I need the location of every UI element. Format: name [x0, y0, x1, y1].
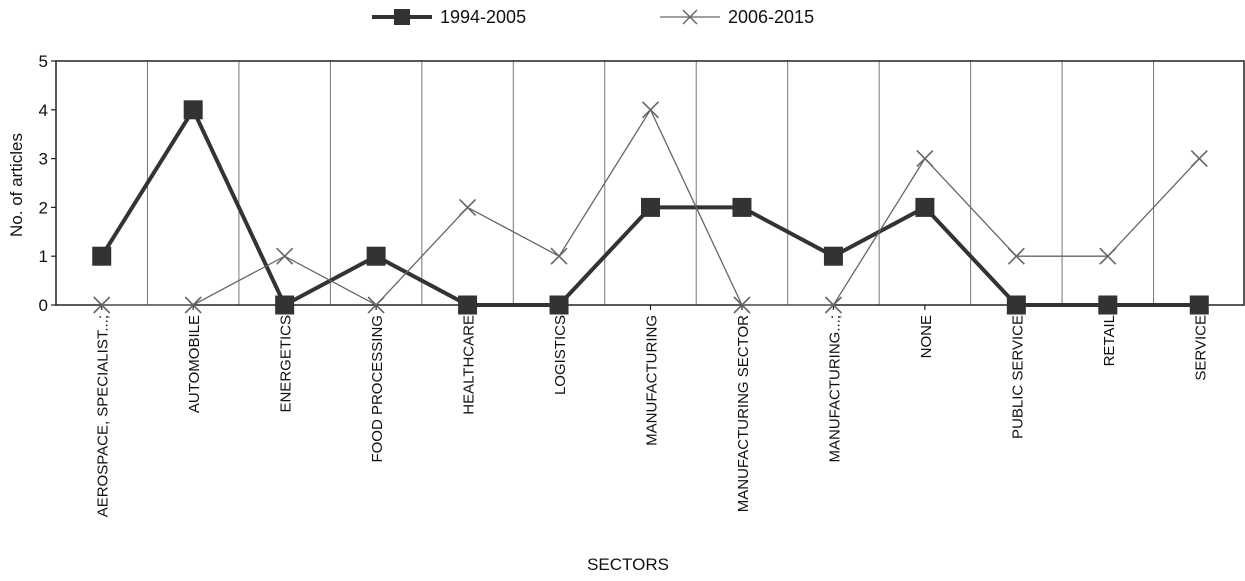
legend-marker: [394, 9, 410, 25]
y-tick-label: 4: [39, 101, 48, 120]
data-point: [1099, 247, 1117, 265]
data-point: [93, 296, 111, 314]
data-point: [1006, 295, 1026, 315]
data-point: [641, 101, 660, 119]
marker-stroke: [93, 296, 111, 314]
data-point: [1098, 295, 1118, 315]
legend-label: 1994-2005: [440, 7, 526, 27]
x-tick-label: AEROSPACE, SPECIALIST...;: [95, 315, 112, 517]
data-point: [366, 246, 386, 266]
series-group: [92, 100, 1209, 315]
legend: 1994-2005 2006-2015: [372, 7, 814, 27]
y-tick-label: 1: [39, 247, 48, 266]
marker-stroke: [367, 296, 385, 314]
data-point: [549, 295, 569, 315]
x-tick-label: ENERGETICS: [278, 315, 295, 413]
data-point: [732, 197, 752, 217]
marker-stroke: [276, 247, 294, 265]
x-tick-label: MANUFACTURING SECTOR: [735, 315, 752, 512]
x-tick-label: SERVICE: [1192, 315, 1209, 381]
data-point: [733, 296, 751, 314]
legend-label: 2006-2015: [728, 7, 814, 27]
grid-lines: [146, 61, 1155, 305]
x-tick-label: FOOD PROCESSING: [369, 315, 386, 463]
marker-stroke: [550, 247, 568, 265]
marker-stroke: [1099, 247, 1117, 265]
marker-stroke: [459, 198, 477, 216]
x-tick-label: MANUFACTURING...;: [826, 315, 843, 463]
y-tick-label: 5: [39, 52, 48, 71]
x-axis-ticks: AEROSPACE, SPECIALIST...; AUTOMOBILE ENERG…: [95, 305, 1209, 517]
x-tick-label: PUBLIC SERVICE: [1009, 315, 1026, 439]
x-tick-label: RETAIL: [1101, 315, 1118, 366]
data-point: [550, 247, 568, 265]
data-point: [1189, 295, 1209, 315]
data-point: [824, 296, 842, 314]
data-point: [459, 198, 477, 216]
y-tick-label: 2: [39, 198, 48, 217]
data-point: [183, 100, 203, 120]
x-tick-label: AUTOMOBILE: [186, 315, 203, 413]
x-tick-label: MANUFACTURING: [644, 315, 661, 446]
y-axis-label: No. of articles: [7, 133, 26, 237]
y-tick-label: 3: [39, 150, 48, 169]
data-point: [458, 295, 478, 315]
x-tick-label: NONE: [918, 315, 935, 358]
data-point: [276, 247, 294, 265]
marker-stroke: [184, 296, 202, 314]
data-point: [1190, 150, 1208, 168]
legend-marker: [682, 9, 698, 25]
plot-frame: [55, 60, 1245, 306]
data-point: [916, 150, 934, 168]
data-point: [275, 295, 295, 315]
x-tick-label: HEALTHCARE: [461, 315, 478, 415]
marker-stroke: [641, 101, 660, 119]
data-point: [184, 296, 202, 314]
x-axis-label: SECTORS: [587, 555, 669, 574]
marker-stroke: [733, 296, 751, 314]
marker-stroke: [1190, 150, 1208, 168]
y-axis-ticks: 0 1 2 3 4 5: [39, 52, 56, 315]
legend-item: 2006-2015: [660, 7, 814, 27]
y-tick-label: 0: [39, 296, 48, 315]
data-point: [92, 246, 112, 266]
marker-stroke: [824, 296, 842, 314]
marker-stroke: [916, 150, 934, 168]
legend-item: 1994-2005: [372, 7, 526, 27]
data-point: [1007, 247, 1025, 265]
data-point: [641, 197, 660, 217]
x-tick-label: LOGISTICS: [552, 315, 569, 395]
marker-stroke: [1007, 247, 1025, 265]
data-point: [367, 296, 385, 314]
axes: [55, 60, 1245, 306]
data-point: [823, 246, 843, 266]
data-point: [915, 197, 935, 217]
